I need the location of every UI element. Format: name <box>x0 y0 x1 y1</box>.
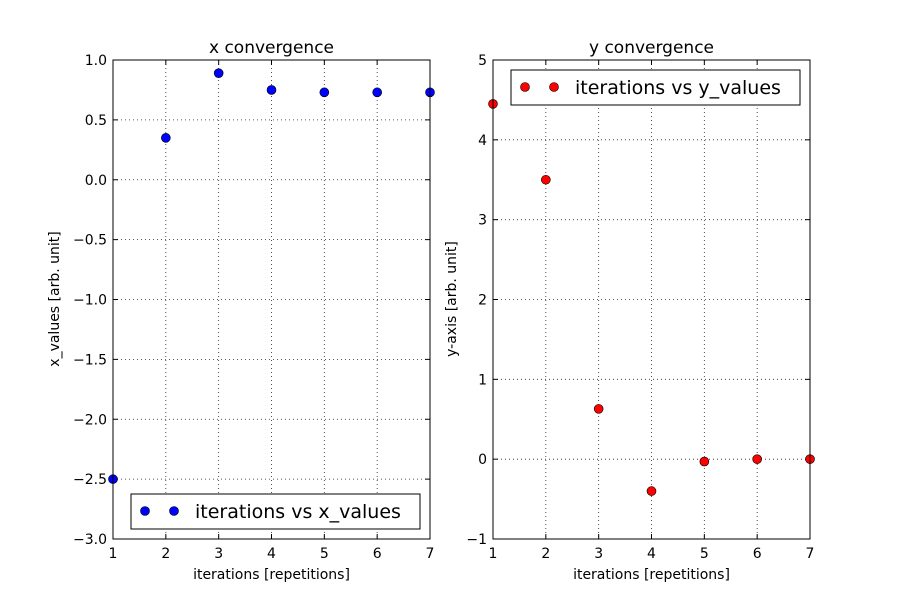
y-tick-label: 0 <box>478 452 487 468</box>
legend-box <box>510 69 801 106</box>
x-tick-label: 7 <box>806 546 815 562</box>
x-tick-label: 1 <box>489 546 498 562</box>
data-point <box>593 404 604 414</box>
data-point <box>541 174 551 185</box>
y-tick-label: −3.0 <box>73 532 107 548</box>
y-tick-label: 4 <box>478 133 487 149</box>
data-point <box>266 85 277 95</box>
y-tick-label: −2.0 <box>73 412 107 428</box>
x-tick-labels: 1 2 3 4 5 6 7 <box>489 546 815 562</box>
legend-marker <box>549 82 559 92</box>
x-tick-labels: 1 2 3 4 5 6 7 <box>109 546 435 562</box>
y-convergence-panel: y convergence iterations [repetitions] y… <box>444 38 815 583</box>
y-tick-label: −1.0 <box>73 293 107 309</box>
legend-label: iterations vs x_values <box>195 501 401 523</box>
legend-box <box>130 493 421 530</box>
y-tick-label: 1 <box>478 372 487 388</box>
y-axis-label: x_values [arb. unit] <box>47 231 63 366</box>
ticks <box>112 59 431 540</box>
y-tick-label: −0.5 <box>73 233 107 249</box>
y-tick-label: 2 <box>478 293 487 309</box>
y-tick-label: −1.5 <box>73 352 107 368</box>
x-tick-label: 5 <box>700 546 709 562</box>
y-tick-labels: −3.0 −2.5 −2.0 −1.5 −1.0 −0.5 0.0 0.5 1.0 <box>73 53 107 548</box>
x-axis-label: iterations [repetitions] <box>573 567 730 583</box>
x-axis-label: iterations [repetitions] <box>193 567 350 583</box>
data-point <box>372 87 382 98</box>
x-tick-label: 6 <box>373 546 382 562</box>
x-tick-label: 3 <box>214 546 223 562</box>
chart-title: y convergence <box>589 38 714 58</box>
legend-label: iterations vs y_values <box>575 77 781 99</box>
data-point <box>319 87 330 98</box>
legend: iterations vs x_values <box>130 493 421 530</box>
legend-marker <box>520 82 530 92</box>
y-tick-label: 0.0 <box>85 173 107 189</box>
x-tick-label: 4 <box>647 546 656 562</box>
y-tick-label: 1.0 <box>85 53 107 69</box>
y-tick-labels: −1 0 1 2 3 4 5 <box>466 53 487 548</box>
legend: iterations vs y_values <box>510 69 801 106</box>
y-tick-label: 5 <box>478 53 487 69</box>
x-tick-label: 2 <box>541 546 550 562</box>
data-point <box>161 133 171 143</box>
x-tick-label: 2 <box>161 546 170 562</box>
legend-marker <box>140 506 150 516</box>
y-axis-label: y-axis [arb. unit] <box>444 241 460 357</box>
data-point <box>646 486 657 496</box>
plot-frame <box>492 59 811 540</box>
y-tick-label: −2.5 <box>73 472 107 488</box>
legend-marker <box>169 506 179 516</box>
x-tick-label: 6 <box>753 546 762 562</box>
chart-title: x convergence <box>209 38 334 58</box>
x-tick-label: 3 <box>594 546 603 562</box>
x-tick-label: 5 <box>320 546 329 562</box>
x-tick-label: 7 <box>426 546 435 562</box>
data-point <box>213 68 224 78</box>
y-tick-label: 0.5 <box>85 113 107 129</box>
x-tick-label: 1 <box>109 546 118 562</box>
x-tick-label: 4 <box>267 546 276 562</box>
plot-frame <box>112 59 431 540</box>
y-tick-label: −1 <box>466 532 487 548</box>
x-convergence-panel: x convergence iterations [repetitions] x… <box>47 38 435 583</box>
data-point <box>752 454 762 464</box>
grid-lines <box>112 59 431 540</box>
data-point <box>699 456 710 467</box>
grid-lines <box>492 59 811 540</box>
y-tick-label: 3 <box>478 213 487 229</box>
ticks <box>492 59 811 540</box>
